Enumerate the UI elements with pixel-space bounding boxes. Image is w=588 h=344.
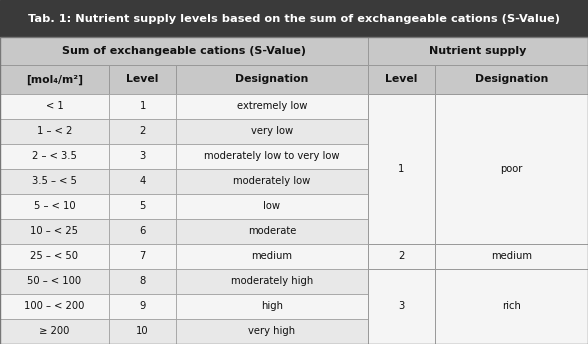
Text: 5: 5 xyxy=(139,201,146,211)
Text: Designation: Designation xyxy=(475,74,548,85)
Text: 9: 9 xyxy=(139,301,146,311)
Text: 3.5 – < 5: 3.5 – < 5 xyxy=(32,176,77,186)
Bar xyxy=(176,244,368,269)
Text: very low: very low xyxy=(251,126,293,136)
Bar xyxy=(368,37,588,65)
Text: Designation: Designation xyxy=(235,74,309,85)
Bar xyxy=(109,244,176,269)
Text: moderately low to very low: moderately low to very low xyxy=(204,151,340,161)
Text: high: high xyxy=(261,301,283,311)
Text: ≥ 200: ≥ 200 xyxy=(39,326,69,336)
Bar xyxy=(0,94,109,119)
Bar xyxy=(435,244,588,269)
Bar xyxy=(109,94,176,119)
Text: medium: medium xyxy=(491,251,532,261)
Bar xyxy=(109,319,176,344)
Text: 10: 10 xyxy=(136,326,149,336)
Text: 1 – < 2: 1 – < 2 xyxy=(36,126,72,136)
Text: Level: Level xyxy=(385,74,417,85)
Text: 5 – < 10: 5 – < 10 xyxy=(34,201,75,211)
Text: moderate: moderate xyxy=(248,226,296,236)
Bar xyxy=(368,94,435,244)
Text: rich: rich xyxy=(502,301,521,311)
Bar xyxy=(109,294,176,319)
Bar xyxy=(176,319,368,344)
Text: Sum of exchangeable cations (S-Value): Sum of exchangeable cations (S-Value) xyxy=(62,46,306,56)
Text: Tab. 1: Nutrient supply levels based on the sum of exchangeable cations (S-Value: Tab. 1: Nutrient supply levels based on … xyxy=(28,13,560,24)
Text: 50 – < 100: 50 – < 100 xyxy=(27,276,82,287)
Text: 7: 7 xyxy=(139,251,146,261)
Text: 3: 3 xyxy=(398,301,405,311)
Text: medium: medium xyxy=(252,251,292,261)
Text: 100 – < 200: 100 – < 200 xyxy=(24,301,85,311)
Text: 1: 1 xyxy=(398,164,405,174)
Text: Level: Level xyxy=(126,74,159,85)
Text: 25 – < 50: 25 – < 50 xyxy=(31,251,78,261)
Bar xyxy=(368,269,435,344)
Bar xyxy=(176,119,368,144)
Text: 3: 3 xyxy=(139,151,146,161)
Bar xyxy=(109,269,176,294)
Text: < 1: < 1 xyxy=(45,101,64,111)
Bar xyxy=(176,65,368,94)
Bar xyxy=(0,244,109,269)
Bar xyxy=(0,0,588,37)
Bar xyxy=(176,194,368,219)
Bar xyxy=(176,169,368,194)
Bar xyxy=(0,65,109,94)
Bar xyxy=(368,65,435,94)
Bar xyxy=(0,169,109,194)
Text: extremely low: extremely low xyxy=(237,101,307,111)
Bar xyxy=(109,144,176,169)
Text: very high: very high xyxy=(248,326,296,336)
Bar xyxy=(176,144,368,169)
Bar xyxy=(0,319,109,344)
Bar xyxy=(435,269,588,344)
Bar xyxy=(0,294,109,319)
Text: 6: 6 xyxy=(139,226,146,236)
Text: Nutrient supply: Nutrient supply xyxy=(429,46,526,56)
Bar xyxy=(0,144,109,169)
Bar xyxy=(435,94,588,244)
Text: moderately high: moderately high xyxy=(231,276,313,287)
Bar xyxy=(176,219,368,244)
Text: 2 – < 3.5: 2 – < 3.5 xyxy=(32,151,77,161)
Bar xyxy=(109,119,176,144)
Bar xyxy=(176,94,368,119)
Text: 8: 8 xyxy=(139,276,146,287)
Bar xyxy=(109,219,176,244)
Bar xyxy=(176,294,368,319)
Bar xyxy=(109,194,176,219)
Text: 4: 4 xyxy=(139,176,146,186)
Text: 10 – < 25: 10 – < 25 xyxy=(31,226,78,236)
Bar xyxy=(0,219,109,244)
Text: 2: 2 xyxy=(398,251,405,261)
Bar xyxy=(0,37,368,65)
Bar xyxy=(176,269,368,294)
Bar xyxy=(0,269,109,294)
Text: [mol₄/m²]: [mol₄/m²] xyxy=(26,74,83,85)
Bar xyxy=(109,169,176,194)
Bar xyxy=(435,65,588,94)
Bar xyxy=(0,119,109,144)
Text: poor: poor xyxy=(500,164,523,174)
Bar xyxy=(368,244,435,269)
Bar xyxy=(0,37,588,344)
Text: 1: 1 xyxy=(139,101,146,111)
Text: 2: 2 xyxy=(139,126,146,136)
Text: low: low xyxy=(263,201,280,211)
Bar xyxy=(0,194,109,219)
Bar xyxy=(109,65,176,94)
Text: moderately low: moderately low xyxy=(233,176,310,186)
